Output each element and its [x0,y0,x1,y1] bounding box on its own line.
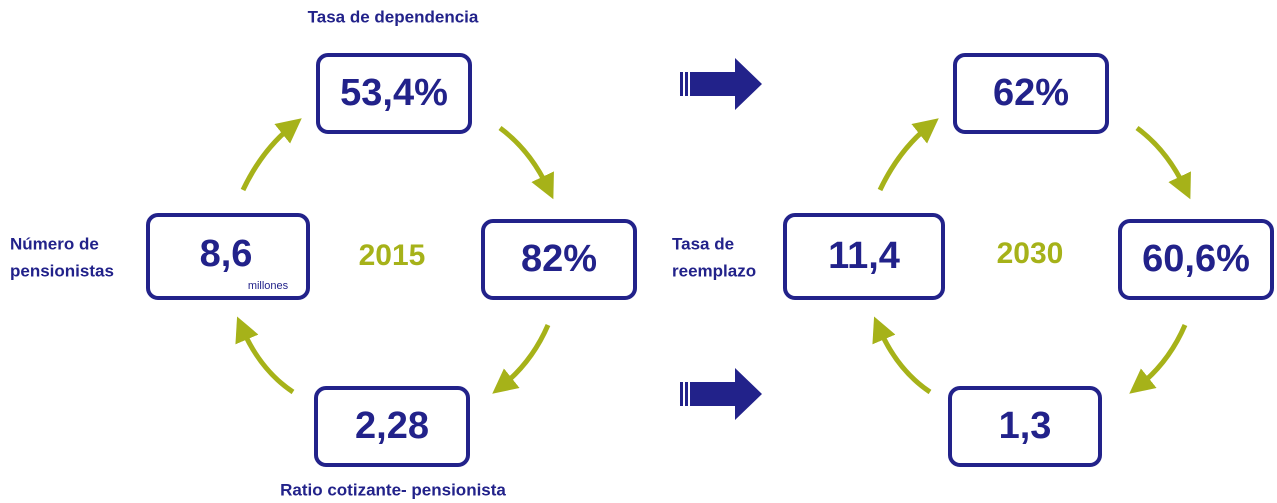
year: 2015 [359,239,426,272]
node-value: 11,4 [828,235,900,277]
cycle-arrow [240,118,302,192]
node-box [953,53,1109,134]
cycle-arrow [1135,125,1191,200]
label-left: pensionistas [10,261,114,280]
node-box [783,213,945,300]
node-value: 8,6 [200,233,253,275]
cycle-arrow [877,118,939,192]
node-box [1118,219,1274,300]
node-box [146,213,310,300]
cycle-arrow [235,316,295,395]
label-bottom: Ratio cotizante- pensionista [280,480,506,499]
node-value: 2,28 [355,405,429,447]
node-box [481,219,637,300]
cycle-arrow [1129,324,1188,394]
cycle-arrow [498,125,554,200]
transition-arrow [680,58,762,110]
label-middle: reemplazo [672,261,756,280]
year: 2030 [997,237,1064,270]
cycle: 62% 60,6% 1,3 11,4 2030 [783,53,1274,467]
node-unit: millones [248,280,289,292]
node-value: 53,4% [340,72,448,114]
label-middle: Tasa de [672,234,734,253]
label-left: Número de [10,234,99,253]
cycle-arrow [492,324,551,394]
node-value: 62% [993,72,1069,114]
node-value: 1,3 [999,405,1052,447]
cycle-arrow [872,316,932,395]
node-value: 60,6% [1142,238,1250,280]
transition-arrow [680,368,762,420]
node-box [314,386,470,467]
node-box [948,386,1102,467]
cycle: 53,4% 82% 2,28 8,6 millones 2015 [146,53,637,467]
label-top: Tasa de dependencia [308,7,479,26]
node-value: 82% [521,238,597,280]
node-box [316,53,472,134]
